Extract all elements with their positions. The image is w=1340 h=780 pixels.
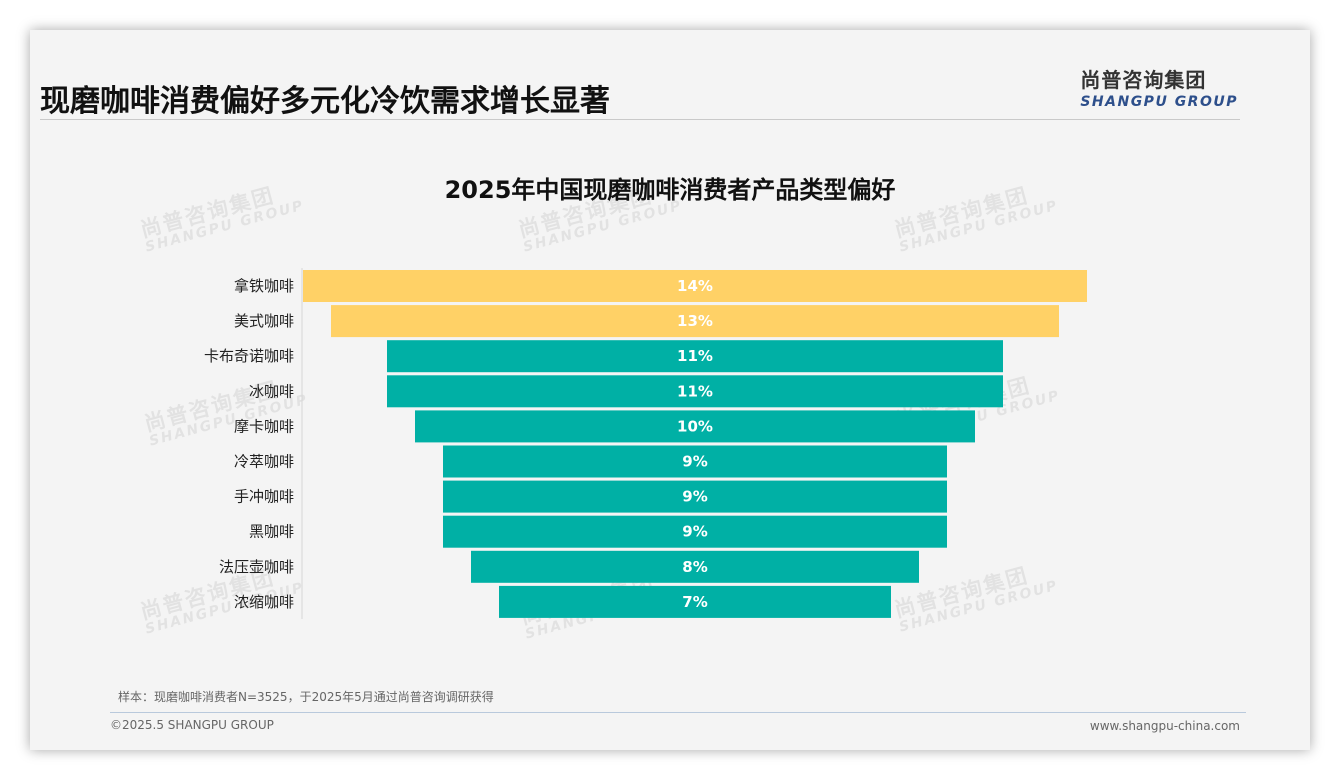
data-label-7: 9% [682,523,707,541]
funnel-bar-chart: 14% 拿铁咖啡 13% 美式咖啡 11% 卡布奇诺咖啡 11% 冰咖啡 10% 摩卡咖啡 9% 冷萃… [204,268,1087,619]
category-label-2: 卡布奇诺咖啡 [204,347,294,365]
category-label-5: 冷萃咖啡 [234,453,294,471]
logo-en: SHANGPU GROUP [1080,94,1238,110]
category-label-8: 法压壶咖啡 [219,558,294,576]
data-label-1: 13% [677,312,713,330]
bar-5 [443,445,947,478]
bar-1 [331,305,1059,338]
data-label-4: 10% [677,417,713,435]
data-label-0: 14% [677,277,713,295]
bar-7 [443,515,947,548]
bar-8 [471,550,919,583]
data-label-5: 9% [682,453,707,471]
category-label-4: 摩卡咖啡 [234,417,294,435]
bar-2 [387,340,1003,373]
bar-3 [387,375,1003,408]
category-label-3: 冰咖啡 [249,382,294,400]
bar-9 [499,585,891,618]
data-label-2: 11% [677,347,713,365]
website: www.shangpu-china.com [1089,719,1240,733]
data-label-9: 7% [682,593,707,611]
bar-0 [303,270,1087,302]
page-title: 现磨咖啡消费偏好多元化冷饮需求增长显著 [40,84,610,119]
copyright: ©2025.5 SHANGPU GROUP [110,718,274,732]
data-label-6: 9% [682,488,707,506]
category-label-1: 美式咖啡 [234,312,294,330]
bar-6 [443,480,947,513]
data-label-8: 8% [682,558,707,576]
category-label-0: 拿铁咖啡 [234,277,294,295]
logo-cn: 尚普咨询集团 [1080,68,1207,92]
category-label-9: 浓缩咖啡 [234,593,294,611]
bar-4 [415,410,975,443]
category-label-6: 手冲咖啡 [234,488,294,506]
header-divider [40,119,1240,120]
company-logo: 尚普咨询集团 SHANGPU GROUP [1080,64,1238,110]
chart-title: 2025年中国现磨咖啡消费者产品类型偏好 [444,176,896,204]
sample-note: 样本：现磨咖啡消费者N=3525，于2025年5月通过尚普咨询调研获得 [118,690,494,704]
category-label-7: 黑咖啡 [249,523,294,541]
slide: 尚普咨询集团 SHANGPU GROUP 尚普咨询集团 SHANGPU GROUP … [30,30,1310,750]
footer-divider [110,712,1246,713]
data-label-3: 11% [677,382,713,400]
